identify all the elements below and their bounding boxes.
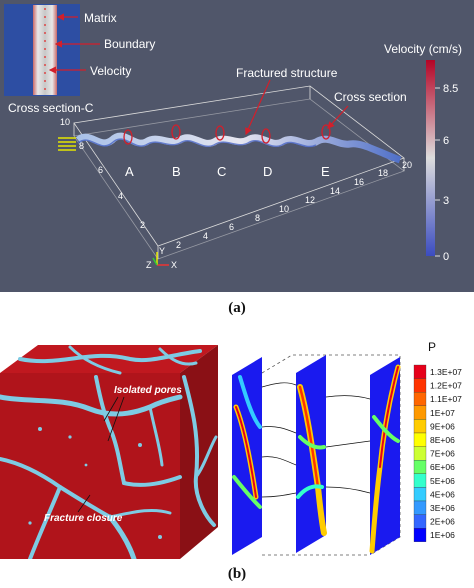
- legend-label: 1E+07: [430, 408, 455, 418]
- pressure-slices: [232, 354, 401, 556]
- legend-swatch: [413, 419, 427, 434]
- legend-label: 1.2E+07: [430, 381, 462, 391]
- x-tick: 14: [330, 186, 340, 196]
- colorbar-tick: 0: [443, 251, 449, 263]
- x-tick: 4: [203, 231, 208, 241]
- panel-a-flow-simulation: Cross section-C Matrix Boundary Velocity: [0, 0, 474, 292]
- x-axis-ticks: 2 4 6 8 10 12 14 16 18 20: [176, 160, 412, 250]
- legend-swatch: [413, 514, 427, 529]
- pressure-legend: P 1.3E+07 1.2E+07 1.1E+07 1E+07 9E+06 8E+06 7E…: [413, 340, 462, 542]
- fractured-structure-label: Fractured structure: [236, 66, 338, 80]
- cross-section-inset: Cross section-C: [4, 4, 94, 115]
- legend-label: 1.3E+07: [430, 367, 462, 377]
- y-tick: 2: [140, 220, 145, 230]
- x-tick: 10: [279, 204, 289, 214]
- legend-label: 6E+06: [430, 462, 455, 472]
- legend-title: P: [428, 340, 436, 354]
- fractured-structure-trace: [75, 132, 402, 164]
- legend-swatch: [413, 364, 427, 379]
- slice-connectors: [261, 382, 371, 498]
- legend-label: 7E+06: [430, 449, 455, 459]
- triad-x-label: X: [171, 260, 177, 270]
- legend-swatch: [413, 460, 427, 474]
- legend-swatch: [413, 487, 427, 502]
- domain-box: [73, 85, 405, 260]
- caption-b: (b): [227, 566, 247, 582]
- legend-label: 9E+06: [430, 421, 455, 431]
- legend-label: 3E+06: [430, 503, 455, 513]
- y-tick: 4: [118, 191, 123, 201]
- fracture-closure-label: Fracture closure: [44, 513, 123, 524]
- legend-swatch: [413, 405, 427, 420]
- x-tick: 6: [229, 222, 234, 232]
- x-tick: 20: [402, 160, 412, 170]
- legend-swatch: [413, 500, 427, 515]
- legend-label: 5E+06: [430, 476, 455, 486]
- legend-label: 4E+06: [430, 489, 455, 499]
- triad-z-label: Z: [146, 260, 152, 270]
- legend-swatch: [413, 528, 427, 542]
- cross-section-c-label: Cross section-C: [8, 101, 94, 115]
- isolated-pores-leader-2: [107, 396, 125, 442]
- velocity-label: Velocity: [90, 64, 131, 78]
- legend-swatch: [413, 378, 427, 393]
- fracture-cube: Isolated pores Fracture closure: [0, 345, 218, 562]
- legend-swatch: [413, 446, 427, 461]
- fracture-network: [0, 345, 218, 562]
- colorbar-title: Velocity (cm/s): [384, 42, 462, 56]
- legend-label: 8E+06: [430, 435, 455, 445]
- slice-2-fractures: [296, 384, 327, 536]
- legend-swatch: [413, 432, 427, 447]
- panel-a-canvas: Cross section-C Matrix Boundary Velocity: [0, 0, 474, 292]
- isolated-pores-label: Isolated pores: [114, 385, 182, 396]
- section-letter: B: [172, 164, 181, 179]
- velocity-colorbar: Velocity (cm/s) 8.5 6 3 0: [384, 42, 462, 263]
- colorbar-tick: 8.5: [443, 83, 458, 95]
- x-tick: 2: [176, 240, 181, 250]
- fracture-closure-leader: [77, 494, 91, 513]
- cross-section-arrow: [327, 105, 349, 129]
- matrix-label: Matrix: [84, 11, 117, 25]
- section-letter: E: [321, 164, 330, 179]
- panel-b-pressure-field: Isolated pores Fracture closure: [0, 337, 474, 562]
- x-tick: 18: [378, 168, 388, 178]
- legend-swatch: [413, 392, 427, 406]
- axes-triad: X Y Z: [146, 246, 177, 270]
- y-tick: 10: [60, 117, 70, 127]
- cross-section-markers: [123, 124, 331, 145]
- triad-y-label: Y: [159, 246, 165, 256]
- legend-swatch: [413, 473, 427, 488]
- y-tick: 8: [79, 141, 84, 151]
- x-tick: 16: [354, 177, 364, 187]
- section-letters: A B C D E: [125, 164, 330, 179]
- cross-section-label: Cross section: [334, 90, 407, 104]
- section-letter: D: [263, 164, 272, 179]
- slice-1-fractures: [232, 375, 262, 509]
- x-tick: 12: [305, 195, 315, 205]
- boundary-label: Boundary: [104, 37, 155, 51]
- legend-label: 2E+06: [430, 517, 455, 527]
- legend-label: 1E+06: [430, 530, 455, 540]
- fractured-structure-arrow: [245, 79, 271, 136]
- section-letter: A: [125, 164, 134, 179]
- fractured-structure-shadow: [77, 138, 317, 148]
- panel-b-canvas: Isolated pores Fracture closure: [0, 340, 462, 562]
- y-tick: 6: [98, 165, 103, 175]
- inflow-arrows: [58, 137, 76, 151]
- section-letter: C: [217, 164, 226, 179]
- isolated-pores-leader-1: [103, 396, 119, 422]
- colorbar-tick: 6: [443, 135, 449, 147]
- colorbar-tick: 3: [443, 195, 449, 207]
- y-axis-ticks: 2 4 6 8 10: [60, 117, 145, 230]
- legend-label: 1.1E+07: [430, 394, 462, 404]
- x-tick: 8: [255, 213, 260, 223]
- caption-a: (a): [228, 300, 246, 316]
- isolated-pore-dots: [28, 427, 162, 539]
- slice-3-fractures: [369, 364, 401, 554]
